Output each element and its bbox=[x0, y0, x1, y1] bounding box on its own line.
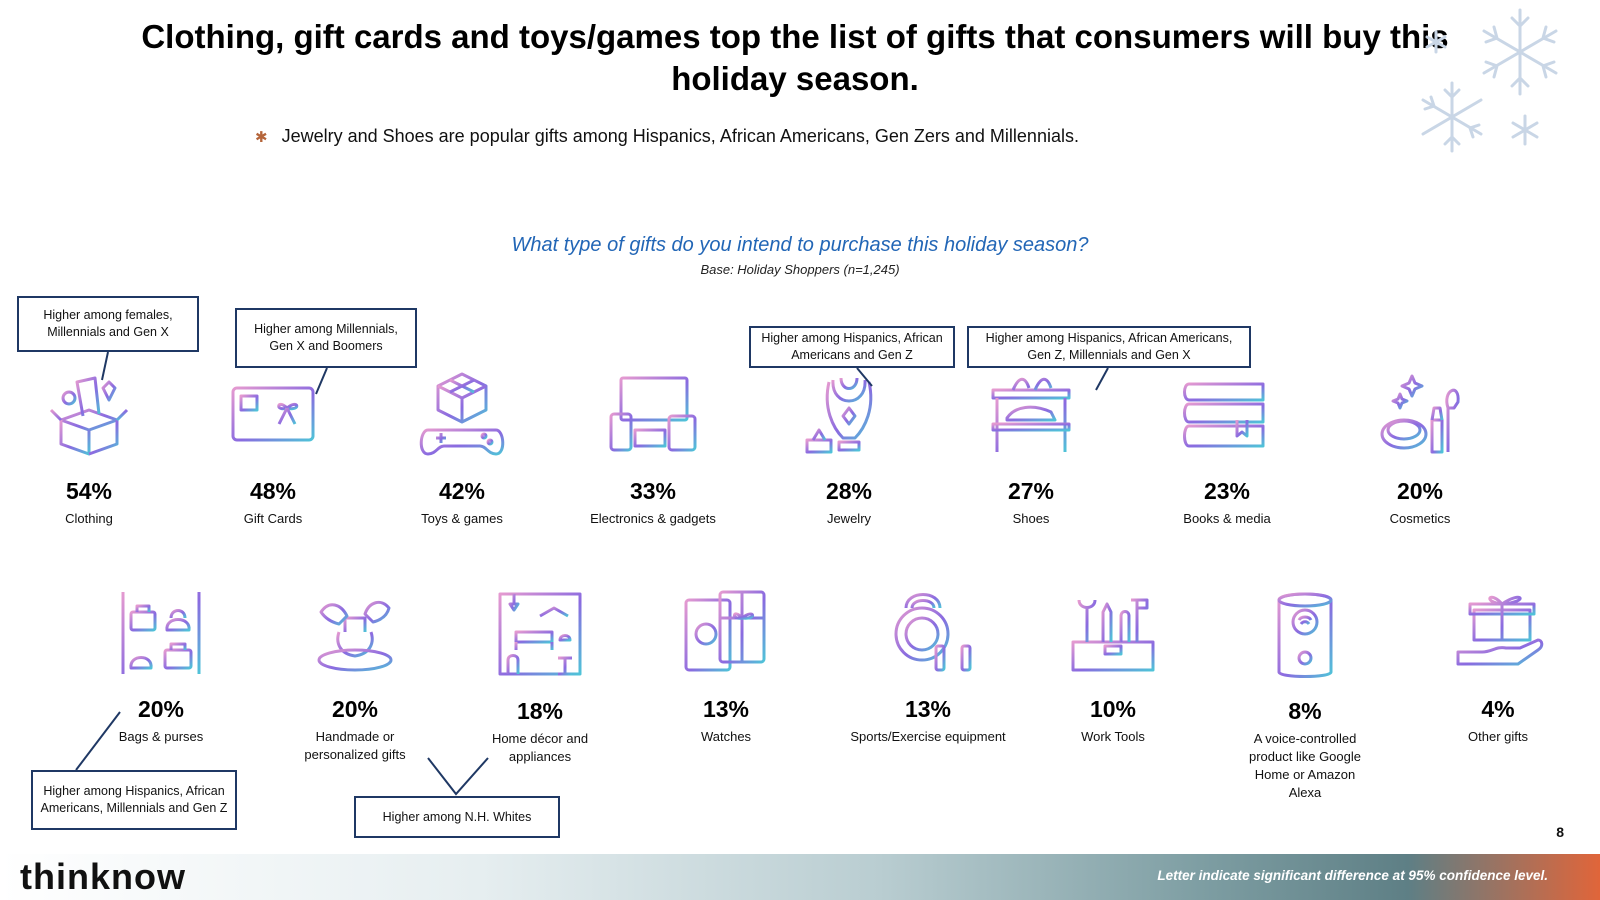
chart-base: Base: Holiday Shoppers (n=1,245) bbox=[700, 262, 900, 277]
gift-item-electronics: 33% Electronics & gadgets bbox=[558, 368, 748, 528]
callout-handmade: Higher among N.H. Whites bbox=[354, 796, 560, 838]
gift-item-gift-cards: 48% Gift Cards bbox=[178, 368, 368, 528]
category-label: A voice-controlled product like Google H… bbox=[1248, 731, 1361, 800]
toys-games-icon bbox=[419, 372, 505, 456]
callout-bags: Higher among Hispanics, African American… bbox=[31, 770, 237, 830]
callout-gift-cards: Higher among Millennials, Gen X and Boom… bbox=[235, 308, 417, 368]
value-label: 8% bbox=[1288, 698, 1322, 724]
value-label: 27% bbox=[1007, 478, 1055, 504]
value-label: 20% bbox=[137, 696, 185, 722]
value-label: 13% bbox=[702, 696, 750, 722]
value-label: 4% bbox=[1481, 696, 1515, 722]
gift-item-home-decor: 18% Home décor and appliances bbox=[445, 588, 635, 766]
footer-note: Letter indicate significant difference a… bbox=[1157, 868, 1548, 883]
value-label: 18% bbox=[516, 698, 564, 724]
electronics-icon bbox=[609, 376, 697, 452]
value-label: 48% bbox=[249, 478, 297, 504]
gift-item-toys: 42% Toys & games bbox=[367, 368, 557, 528]
gift-item-cosmetics: 20% Cosmetics bbox=[1325, 368, 1515, 528]
category-label: Home décor and appliances bbox=[491, 731, 589, 764]
category-label: Clothing bbox=[65, 511, 113, 526]
value-label: 54% bbox=[65, 478, 113, 504]
chart-question: What type of gifts do you intend to purc… bbox=[511, 234, 1089, 256]
value-label: 23% bbox=[1203, 478, 1251, 504]
category-label: Other gifts bbox=[1468, 729, 1528, 744]
value-label: 42% bbox=[438, 478, 486, 504]
category-label: Sports/Exercise equipment bbox=[850, 729, 1006, 744]
bags-icon bbox=[121, 592, 201, 674]
jewelry-icon bbox=[805, 377, 873, 454]
category-label: Watches bbox=[700, 729, 752, 744]
category-label: Electronics & gadgets bbox=[590, 511, 716, 526]
gift-item-other: 4% Other gifts bbox=[1403, 586, 1593, 746]
voice-speaker-icon bbox=[1277, 592, 1333, 678]
gift-item-jewelry: 28% Jewelry bbox=[754, 368, 944, 528]
category-label: Bags & purses bbox=[118, 729, 204, 744]
footer-bar: thinknow Letter indicate significant dif… bbox=[0, 854, 1600, 900]
value-label: 33% bbox=[629, 478, 677, 504]
handmade-icon bbox=[317, 600, 393, 672]
bullet-text: Jewelry and Shoes are popular gifts amon… bbox=[281, 126, 1079, 146]
page-number: 8 bbox=[1556, 824, 1564, 840]
callout-shoes: Higher among Hispanics, African American… bbox=[967, 326, 1251, 368]
gift-item-books: 23% Books & media bbox=[1132, 368, 1322, 528]
gift-box-icon bbox=[49, 376, 129, 456]
value-label: 20% bbox=[331, 696, 379, 722]
sports-icon bbox=[894, 593, 972, 672]
value-label: 20% bbox=[1396, 478, 1444, 504]
value-label: 28% bbox=[825, 478, 873, 504]
gift-item-voice-speaker: 8% A voice-controlled product like Googl… bbox=[1210, 588, 1400, 802]
gift-item-watches: 13% Watches bbox=[631, 586, 821, 746]
category-label: Books & media bbox=[1183, 511, 1271, 526]
category-label: Jewelry bbox=[826, 511, 872, 526]
value-label: 13% bbox=[904, 696, 952, 722]
other-gifts-icon bbox=[1456, 595, 1544, 666]
category-label: Toys & games bbox=[421, 511, 503, 526]
slide-title: Clothing, gift cards and toys/games top … bbox=[141, 18, 1449, 97]
callout-clothing: Higher among females, Millennials and Ge… bbox=[17, 296, 199, 352]
gift-card-icon bbox=[231, 386, 315, 442]
thinknow-logo: thinknow bbox=[20, 856, 186, 897]
gift-item-bags: 20% Bags & purses bbox=[66, 586, 256, 746]
books-icon bbox=[1183, 382, 1265, 448]
category-label: Work Tools bbox=[1081, 729, 1145, 744]
gift-item-handmade: 20% Handmade or personalized gifts bbox=[260, 586, 450, 764]
shoes-icon bbox=[991, 377, 1071, 452]
gift-item-sports: 13% Sports/Exercise equipment bbox=[833, 586, 1023, 746]
cosmetics-icon bbox=[1380, 374, 1460, 454]
category-label: Gift Cards bbox=[243, 511, 303, 526]
callout-jewelry: Higher among Hispanics, African American… bbox=[749, 326, 955, 368]
gingerbread-icon: ✱ bbox=[255, 129, 268, 146]
bullet-point: ✱ Jewelry and Shoes are popular gifts amo… bbox=[255, 126, 1079, 147]
watches-icon bbox=[684, 590, 766, 672]
gift-item-shoes: 27% Shoes bbox=[936, 368, 1126, 528]
work-tools-icon bbox=[1071, 598, 1155, 672]
gift-item-clothing: 54% Clothing bbox=[0, 368, 184, 528]
category-label: Cosmetics bbox=[1389, 511, 1451, 526]
category-label: Handmade or personalized gifts bbox=[304, 729, 406, 762]
value-label: 10% bbox=[1089, 696, 1137, 722]
gift-item-work-tools: 10% Work Tools bbox=[1018, 586, 1208, 746]
category-label: Shoes bbox=[1012, 511, 1050, 526]
home-decor-icon bbox=[498, 592, 582, 676]
snowflake-icon bbox=[1421, 8, 1558, 153]
